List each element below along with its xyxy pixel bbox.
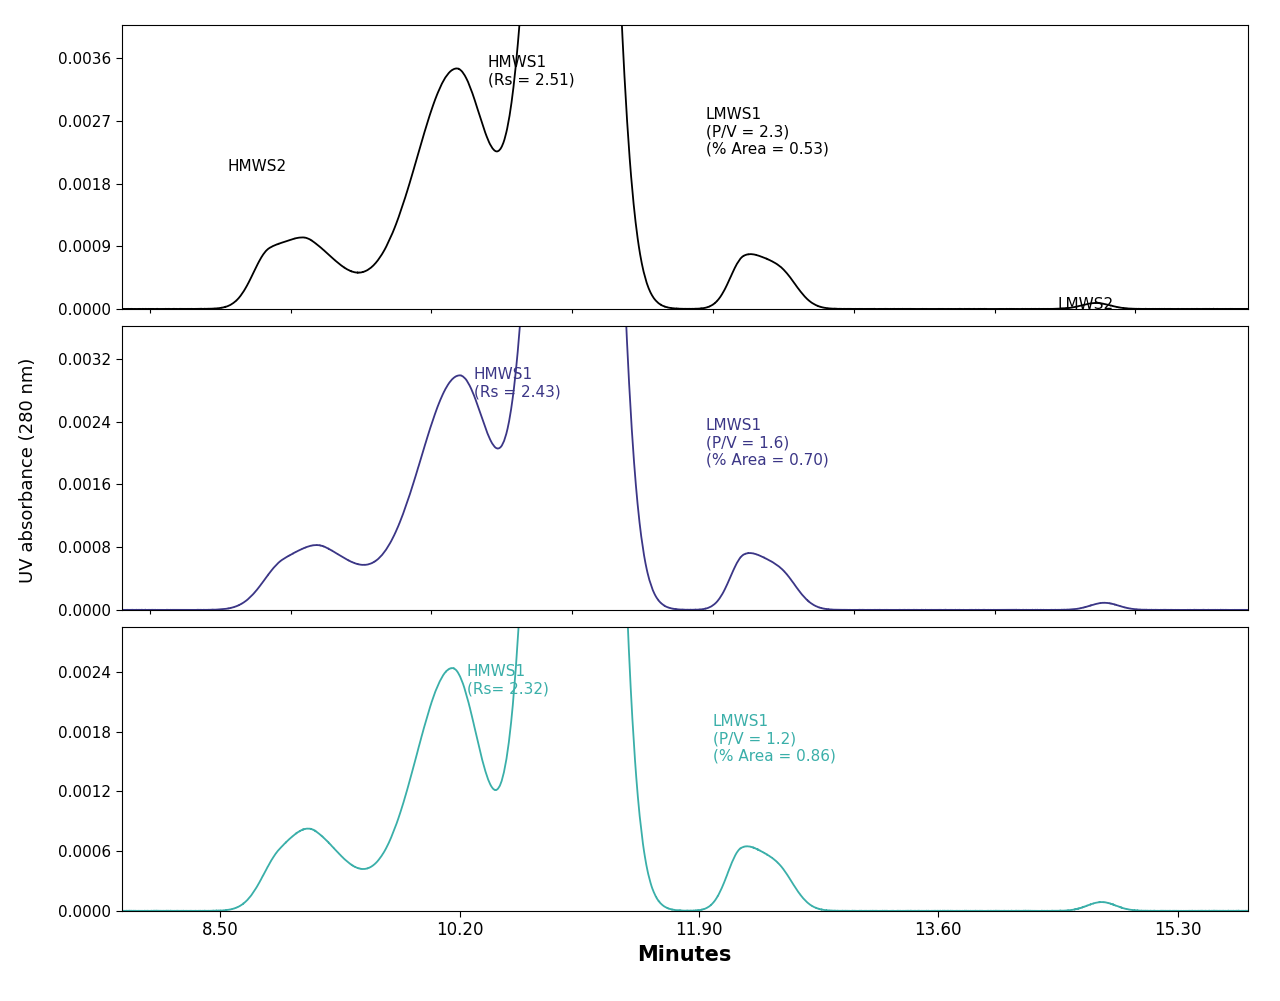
- Text: HMWS1
(Rs= 2.32): HMWS1 (Rs= 2.32): [467, 664, 548, 697]
- Text: UV absorbance (280 nm): UV absorbance (280 nm): [19, 357, 37, 584]
- Text: HMWS1
(Rs = 2.51): HMWS1 (Rs = 2.51): [488, 55, 575, 87]
- Text: LMWS2: LMWS2: [1059, 296, 1114, 311]
- Text: HMWS1
(Rs = 2.43): HMWS1 (Rs = 2.43): [474, 366, 561, 399]
- Text: LMWS1
(P/V = 1.6)
(% Area = 0.70): LMWS1 (P/V = 1.6) (% Area = 0.70): [707, 417, 828, 467]
- Text: LMWS1
(P/V = 2.3)
(% Area = 0.53): LMWS1 (P/V = 2.3) (% Area = 0.53): [707, 107, 828, 157]
- Text: LMWS1
(P/V = 1.2)
(% Area = 0.86): LMWS1 (P/V = 1.2) (% Area = 0.86): [713, 714, 836, 764]
- X-axis label: Minutes: Minutes: [637, 945, 732, 965]
- Text: HMWS2: HMWS2: [228, 159, 287, 174]
